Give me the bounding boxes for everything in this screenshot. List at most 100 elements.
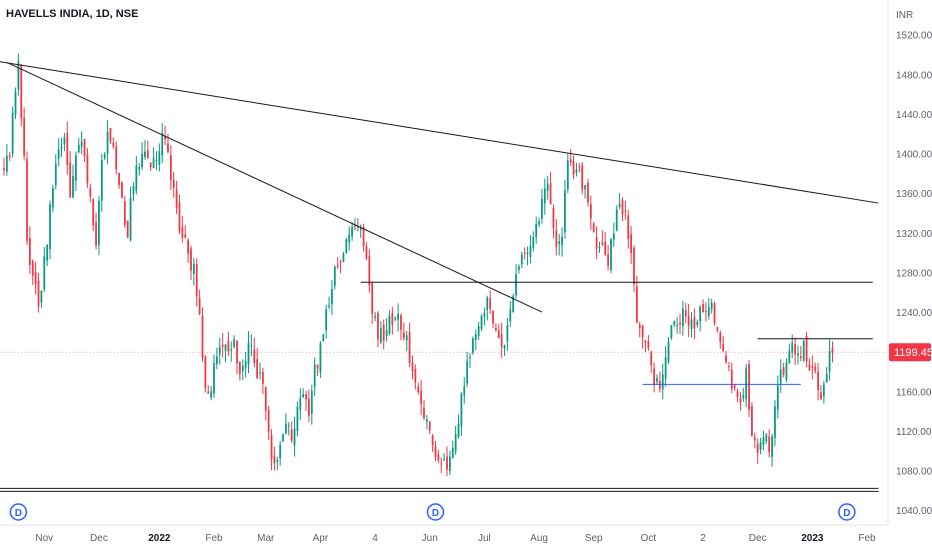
candle-body <box>213 362 215 394</box>
trendline[interactable] <box>6 61 543 313</box>
candle-body <box>814 366 817 371</box>
candle-body <box>149 162 152 167</box>
candle-body <box>699 307 702 322</box>
candle-body <box>811 366 814 368</box>
x-tick-label: Dec <box>90 533 108 544</box>
candle-body <box>578 166 581 168</box>
candle-body <box>377 313 379 340</box>
dividend-event-icon[interactable] <box>9 503 28 521</box>
candle-body <box>305 394 307 400</box>
candle-body <box>420 390 423 404</box>
candle-body <box>443 458 446 461</box>
y-tick-label: 1520.00 <box>896 31 932 42</box>
candle-body <box>555 230 558 247</box>
candle-body <box>543 188 546 204</box>
candle-body <box>23 117 26 156</box>
candle-body <box>566 160 569 190</box>
candle-body <box>705 310 707 312</box>
candle-body <box>451 447 454 459</box>
candle-body <box>86 155 89 184</box>
candle-body <box>595 237 598 249</box>
candle-body <box>112 142 115 147</box>
candle-body <box>190 248 192 271</box>
candle-body <box>201 316 204 358</box>
candle-body <box>483 312 486 317</box>
candle-body <box>106 131 109 154</box>
candle-body <box>587 182 589 203</box>
candle-body <box>817 371 819 390</box>
candle-body <box>598 247 601 249</box>
candle-body <box>506 325 509 342</box>
candle-body <box>230 349 233 351</box>
candle-body <box>273 455 276 464</box>
candle-body <box>434 446 437 458</box>
candle-body <box>503 345 506 349</box>
candle-body <box>820 392 822 399</box>
x-tick-label: Feb <box>205 533 223 544</box>
candle-body <box>310 390 313 414</box>
candle-body <box>20 65 23 119</box>
candle-body <box>345 239 348 254</box>
candle-body <box>745 368 748 400</box>
candle-body <box>638 324 641 329</box>
candle-body <box>466 360 469 384</box>
candle-body <box>259 372 261 374</box>
candle-body <box>518 266 520 270</box>
x-tick-label: Sep <box>585 533 603 544</box>
candle-body <box>285 423 287 434</box>
candle-body <box>751 406 753 436</box>
candle-body <box>169 155 172 181</box>
y-tick-label: 1400.00 <box>896 150 932 161</box>
candle-body <box>825 373 828 383</box>
candle-body <box>362 227 365 247</box>
candle-body <box>448 456 451 471</box>
y-tick-label: 1040.00 <box>896 506 932 517</box>
candle-body <box>495 328 497 331</box>
candle-body <box>184 234 187 238</box>
candle-body <box>615 209 618 231</box>
candle-body <box>791 342 794 353</box>
x-tick-label: Apr <box>313 533 329 544</box>
candle-body <box>391 313 394 325</box>
candle-body <box>774 406 776 438</box>
candle-body <box>348 234 351 243</box>
candle-body <box>302 394 305 398</box>
candle-body <box>262 372 264 384</box>
trendline[interactable] <box>0 61 879 204</box>
candle-body <box>748 364 750 410</box>
candle-body <box>77 144 80 153</box>
candle-body <box>164 136 166 140</box>
candle-body <box>423 407 425 419</box>
candle-body <box>808 364 811 371</box>
candle-body <box>356 226 359 228</box>
candle-body <box>155 159 158 162</box>
dividend-event-icon[interactable] <box>838 503 856 521</box>
candle-body <box>693 317 696 329</box>
candle-body <box>95 222 97 246</box>
candle-body <box>676 324 679 326</box>
candle-body <box>437 454 440 461</box>
candle-body <box>733 384 736 389</box>
candle-body <box>207 391 210 394</box>
candle-body <box>132 186 135 194</box>
candle-body <box>385 329 388 336</box>
candle-body <box>520 254 523 265</box>
candle-body <box>486 297 489 311</box>
candle-body <box>11 112 14 154</box>
y-tick-label: 1440.00 <box>896 110 932 121</box>
candle-body <box>28 238 31 266</box>
candle-body <box>552 207 555 229</box>
candle-body <box>351 226 353 237</box>
candle-body <box>296 406 299 432</box>
candle-body <box>650 351 653 366</box>
candle-body <box>500 334 503 347</box>
dividend-event-icon[interactable] <box>426 503 445 521</box>
candle-body <box>564 190 566 233</box>
candle-body <box>52 188 54 208</box>
candle-body <box>69 162 72 198</box>
candle-body <box>161 132 164 156</box>
candle-body <box>75 155 77 181</box>
candle-body <box>374 316 376 318</box>
